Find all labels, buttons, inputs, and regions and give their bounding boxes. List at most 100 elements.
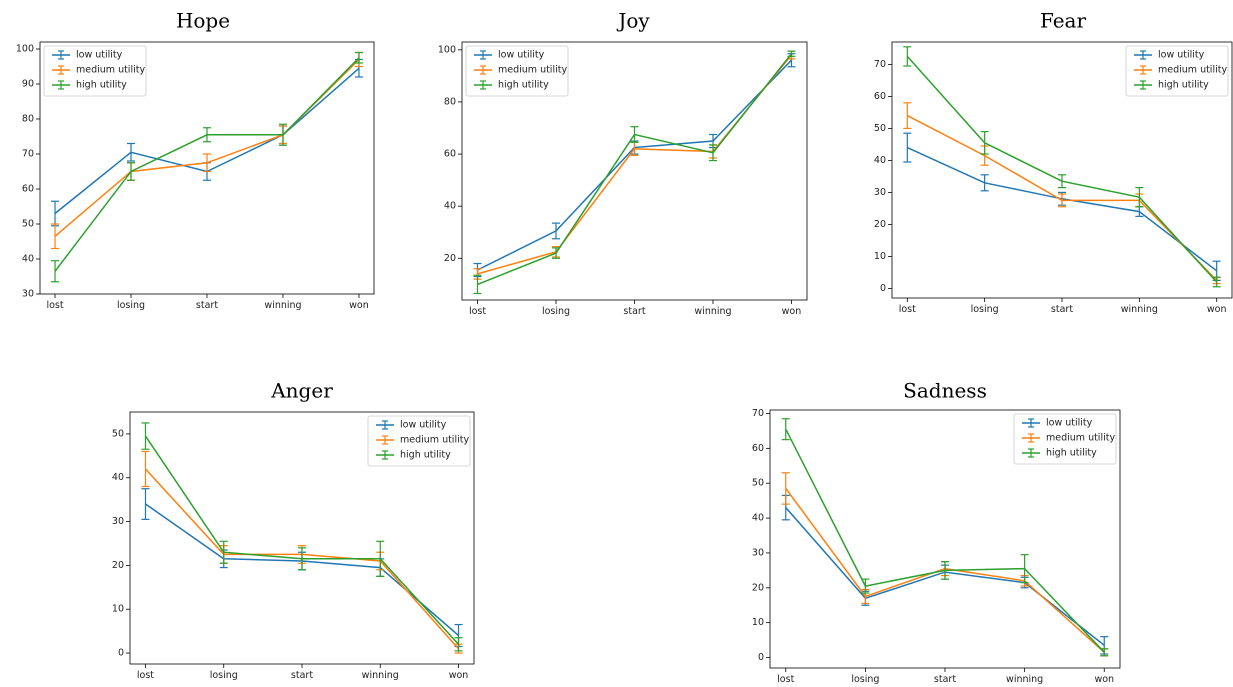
x-tick-label: lost bbox=[137, 670, 154, 681]
legend-label: high utility bbox=[1158, 80, 1209, 91]
x-tick-label: lost bbox=[469, 306, 486, 317]
legend-label: high utility bbox=[76, 80, 127, 91]
y-tick-label: 40 bbox=[444, 201, 456, 212]
legend-label: medium utility bbox=[1158, 65, 1227, 76]
legend-label: low utility bbox=[1158, 50, 1205, 61]
x-tick-label: winning bbox=[362, 670, 399, 681]
legend-label: low utility bbox=[400, 420, 447, 431]
y-tick-label: 60 bbox=[444, 149, 456, 160]
x-tick-label: winning bbox=[1121, 304, 1158, 315]
y-tick-label: 60 bbox=[874, 91, 886, 102]
legend-label: medium utility bbox=[1046, 433, 1115, 444]
x-tick-label: won bbox=[782, 306, 802, 317]
x-tick-label: lost bbox=[777, 674, 794, 685]
legend-box bbox=[1013, 413, 1117, 465]
x-tick-label: winning bbox=[264, 300, 301, 311]
legend-box bbox=[465, 45, 569, 97]
legend-box bbox=[43, 45, 147, 97]
y-tick-label: 10 bbox=[112, 604, 124, 615]
series-high-utility bbox=[903, 46, 1221, 288]
legend: low utility medium utility high utility bbox=[1013, 413, 1117, 465]
chart-title: Sadness bbox=[903, 379, 987, 403]
legend-label: low utility bbox=[1046, 418, 1093, 429]
y-tick-label: 30 bbox=[874, 187, 886, 198]
y-tick-label: 80 bbox=[444, 96, 456, 107]
x-tick-label: losing bbox=[851, 674, 879, 685]
y-tick-label: 10 bbox=[752, 617, 764, 628]
y-tick-label: 50 bbox=[22, 219, 34, 230]
y-tick-label: 100 bbox=[438, 44, 456, 55]
legend-label: high utility bbox=[498, 80, 549, 91]
series-high-utility bbox=[781, 418, 1109, 657]
y-tick-label: 50 bbox=[112, 428, 124, 439]
y-tick-label: 30 bbox=[112, 516, 124, 527]
y-tick-label: 70 bbox=[22, 149, 34, 160]
legend-label: medium utility bbox=[76, 65, 145, 76]
y-tick-label: 40 bbox=[874, 155, 886, 166]
y-tick-label: 60 bbox=[752, 443, 764, 454]
y-tick-label: 0 bbox=[758, 652, 764, 663]
y-tick-label: 0 bbox=[118, 648, 124, 659]
y-tick-label: 20 bbox=[112, 560, 124, 571]
x-tick-label: losing bbox=[117, 300, 145, 311]
y-tick-label: 30 bbox=[22, 289, 34, 300]
y-tick-label: 20 bbox=[752, 582, 764, 593]
x-tick-label: losing bbox=[971, 304, 999, 315]
y-tick-label: 100 bbox=[16, 44, 34, 55]
y-tick-label: 80 bbox=[22, 114, 34, 125]
legend-label: medium utility bbox=[400, 435, 469, 446]
x-tick-label: winning bbox=[1006, 674, 1043, 685]
legend: low utility medium utility high utility bbox=[43, 45, 147, 97]
y-tick-label: 30 bbox=[752, 547, 764, 558]
x-tick-label: won bbox=[1207, 304, 1227, 315]
y-tick-label: 60 bbox=[22, 184, 34, 195]
legend-box bbox=[367, 415, 471, 467]
legend-label: high utility bbox=[1046, 448, 1097, 459]
y-tick-label: 0 bbox=[880, 283, 886, 294]
y-tick-label: 20 bbox=[444, 253, 456, 264]
series-high-utility bbox=[51, 51, 363, 283]
x-tick-label: losing bbox=[542, 306, 570, 317]
legend: low utility medium utility high utility bbox=[367, 415, 471, 467]
x-tick-label: losing bbox=[210, 670, 238, 681]
x-tick-label: start bbox=[196, 300, 218, 311]
series-high-utility bbox=[141, 422, 463, 652]
y-tick-label: 70 bbox=[752, 408, 764, 419]
y-tick-label: 50 bbox=[874, 123, 886, 134]
x-tick-label: won bbox=[1094, 674, 1114, 685]
y-tick-label: 20 bbox=[874, 219, 886, 230]
x-tick-label: start bbox=[291, 670, 313, 681]
chart-title: Hope bbox=[176, 9, 230, 33]
legend-label: low utility bbox=[498, 50, 545, 61]
y-tick-label: 90 bbox=[22, 79, 34, 90]
chart-title: Joy bbox=[616, 9, 650, 33]
y-tick-label: 40 bbox=[112, 472, 124, 483]
x-tick-label: lost bbox=[46, 300, 63, 311]
legend: low utility medium utility high utility bbox=[465, 45, 569, 97]
y-tick-label: 40 bbox=[752, 513, 764, 524]
x-tick-label: start bbox=[1051, 304, 1073, 315]
x-tick-label: lost bbox=[899, 304, 916, 315]
x-tick-label: winning bbox=[694, 306, 731, 317]
chart-title: Anger bbox=[270, 379, 333, 403]
legend: low utility medium utility high utility bbox=[1125, 45, 1229, 97]
y-tick-label: 70 bbox=[874, 59, 886, 70]
x-tick-label: won bbox=[349, 300, 369, 311]
y-tick-label: 10 bbox=[874, 251, 886, 262]
y-tick-label: 50 bbox=[752, 478, 764, 489]
y-tick-label: 40 bbox=[22, 254, 34, 265]
x-tick-label: start bbox=[934, 674, 956, 685]
x-tick-label: start bbox=[623, 306, 645, 317]
x-tick-label: won bbox=[449, 670, 469, 681]
legend-label: low utility bbox=[76, 50, 123, 61]
legend-box bbox=[1125, 45, 1229, 97]
series-high-utility bbox=[473, 50, 796, 295]
chart-title: Fear bbox=[1040, 9, 1087, 33]
legend-label: medium utility bbox=[498, 65, 567, 76]
legend-label: high utility bbox=[400, 450, 451, 461]
